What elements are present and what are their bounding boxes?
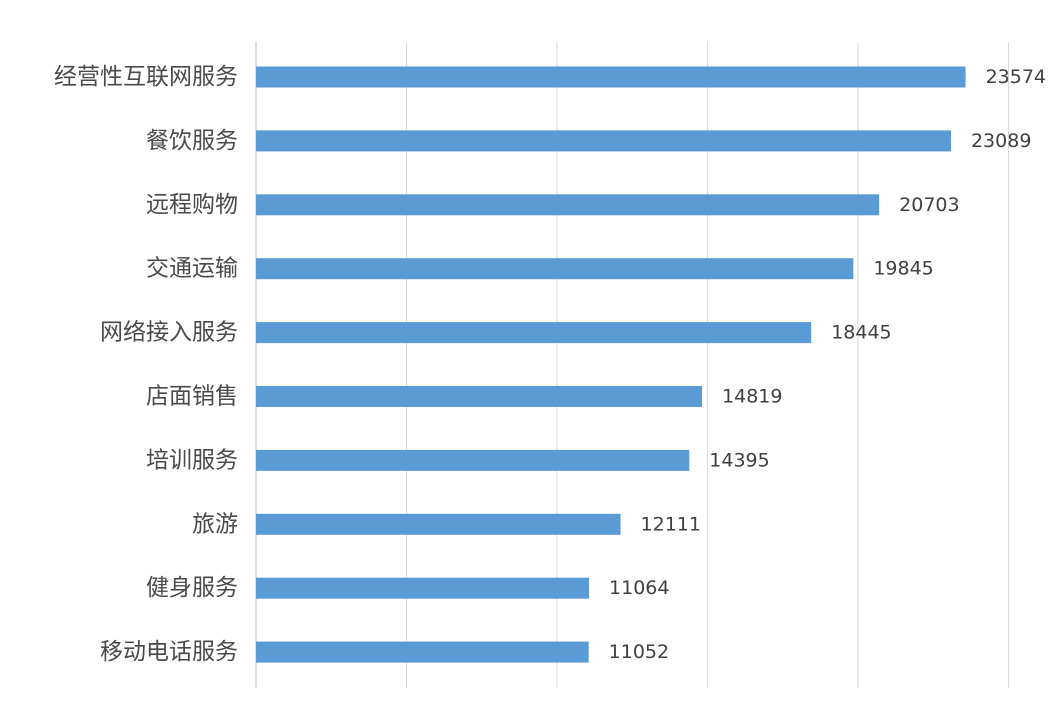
data-label: 14819 xyxy=(722,386,782,408)
data-label: 23089 xyxy=(971,130,1031,152)
category-label: 经营性互联网服务 xyxy=(54,64,238,90)
bar xyxy=(256,641,589,663)
category-label: 餐饮服务 xyxy=(146,128,238,154)
data-label: 23574 xyxy=(986,66,1046,88)
bar xyxy=(256,449,690,471)
category-label: 远程购物 xyxy=(146,192,238,218)
data-label: 11064 xyxy=(609,577,669,599)
bar xyxy=(256,194,880,216)
data-labels: 23574 23089 20703 19845 18445 14819 14395 12111… xyxy=(609,66,1046,663)
category-label: 网络接入服务 xyxy=(100,320,238,346)
category-label: 交通运输 xyxy=(146,256,238,282)
bar xyxy=(256,386,703,407)
bar xyxy=(256,130,951,152)
category-label: 培训服务 xyxy=(146,447,238,473)
bar xyxy=(256,258,854,280)
category-label: 店面销售 xyxy=(146,384,238,410)
data-label: 20703 xyxy=(899,194,959,216)
bar xyxy=(256,577,590,599)
data-label: 14395 xyxy=(709,449,769,471)
data-label: 18445 xyxy=(831,322,891,344)
bar xyxy=(256,322,812,344)
data-label: 12111 xyxy=(641,513,701,535)
category-labels: 经营性互联网服务餐饮服务远程购物交通运输网络接入服务店面销售培训服务旅游健身服务… xyxy=(54,64,238,665)
data-label: 11052 xyxy=(609,641,669,663)
data-label: 19845 xyxy=(873,258,933,280)
category-label: 健身服务 xyxy=(146,575,238,601)
category-label: 旅游 xyxy=(192,511,238,537)
bar xyxy=(256,66,966,88)
bars xyxy=(256,66,966,663)
category-label: 移动电话服务 xyxy=(100,639,238,665)
bar xyxy=(256,513,621,535)
